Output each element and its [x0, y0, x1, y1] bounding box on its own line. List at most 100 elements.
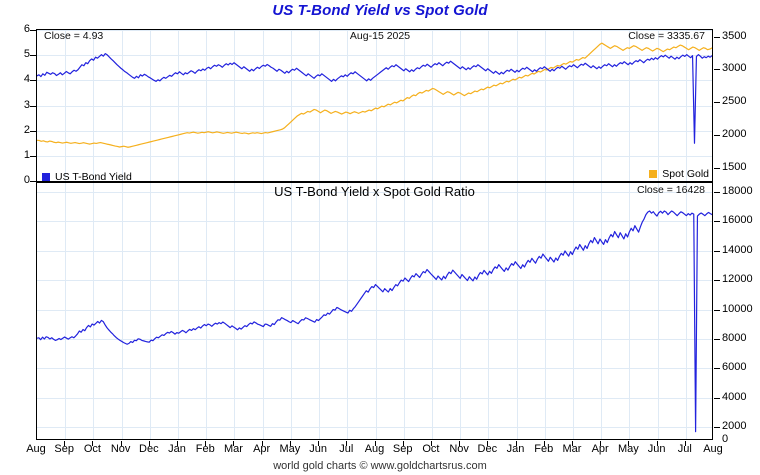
x-axis-tick-22-jun: Jun: [647, 443, 666, 455]
footer-credit: world gold charts © www.goldchartsrus.co…: [273, 460, 487, 472]
upper-right-tickmark-1500: [714, 168, 720, 169]
lower-right-axis-tick-16000: 16000: [722, 214, 753, 227]
lower-right-axis-tick-14000: 14000: [722, 243, 753, 256]
x-axis-tickmark-13: [403, 441, 404, 446]
upper-chart-panel: [36, 29, 713, 182]
lower-chart-plot: [37, 183, 712, 439]
x-axis-tick-24-aug: Aug: [703, 443, 723, 455]
upper-left-axis-tick-5: 5: [23, 48, 30, 61]
upper-right-axis-tick-2500: 2500: [722, 95, 747, 108]
upper-left-tickmark-5: [30, 55, 36, 56]
x-axis-tick-16-dec: Dec: [477, 443, 498, 455]
lower-chart-panel: [36, 182, 713, 440]
upper-left-axis-tick-1: 1: [23, 148, 30, 161]
x-axis-tick-4-dec: Dec: [139, 443, 159, 455]
lower-right-tickmark-10000: [714, 310, 720, 311]
upper-left-tickmark-6: [30, 30, 36, 31]
x-axis-tickmark-5: [177, 441, 178, 446]
lower-right-tickmark-4000: [714, 398, 720, 399]
lower-chart-title: US T-Bond Yield x Spot Gold Ratio: [274, 184, 475, 199]
upper-left-tickmark-1: [30, 156, 36, 157]
x-axis-tick-12-aug: Aug: [364, 443, 385, 455]
lower-right-axis-tick-8000: 8000: [722, 331, 747, 344]
lower-close-ratio-annotation: Close = 16428: [636, 184, 705, 196]
upper-right-tickmark-3000: [714, 69, 720, 70]
x-axis-tick-8-apr: Apr: [253, 443, 271, 455]
upper-left-tickmark-0: [30, 181, 36, 182]
x-axis-tickmark-7: [233, 441, 234, 446]
x-axis-tickmark-16: [487, 441, 488, 446]
upper-left-axis-tick-6: 6: [23, 23, 30, 35]
lower-right-tickmark-18000: [714, 192, 720, 193]
x-axis-tickmark-23: [685, 441, 686, 446]
x-axis-tickmark-11: [346, 441, 347, 446]
x-axis-tick-13-sep: Sep: [392, 443, 413, 455]
upper-right-tickmark-2000: [714, 135, 720, 136]
legend-swatch-icon-yield: [42, 173, 50, 181]
x-axis-tick-2-oct: Oct: [83, 443, 101, 455]
upper-right-tickmark-3500: [714, 37, 720, 38]
date-stamp: Aug-15 2025: [349, 30, 411, 42]
x-axis-tick-21-may: May: [617, 443, 639, 455]
x-axis-tickmark-9: [290, 441, 291, 446]
legend-label-gold: Spot Gold: [662, 168, 709, 180]
upper-left-axis-tick-2: 2: [23, 123, 30, 136]
x-axis-tickmark-4: [149, 441, 150, 446]
upper-close-gold-annotation: Close = 3335.67: [628, 30, 705, 42]
x-axis-tick-6-feb: Feb: [195, 443, 215, 455]
lower-right-axis-tick-0: 0: [722, 433, 729, 445]
upper-right-tickmark-2500: [714, 102, 720, 103]
x-axis-tickmark-14: [431, 441, 432, 446]
x-axis-tick-0-aug: Aug: [26, 443, 46, 455]
page-title: US T-Bond Yield vs Spot Gold: [272, 2, 488, 19]
x-axis-tickmark-15: [459, 441, 460, 446]
x-axis-tickmark-21: [628, 441, 629, 446]
lower-right-axis-tick-10000: 10000: [722, 302, 753, 315]
upper-right-axis-tick-3500: 3500: [722, 29, 747, 42]
legend-us-tbond-yield: US T-Bond Yield: [42, 171, 132, 183]
x-axis-tick-1-sep: Sep: [54, 443, 74, 455]
x-axis-tick-18-feb: Feb: [534, 443, 554, 455]
lower-right-tickmark-8000: [714, 339, 720, 340]
lower-right-axis-tick-12000: 12000: [722, 273, 753, 286]
x-axis-tick-7-mar: Mar: [223, 443, 243, 455]
x-axis-tick-19-mar: Mar: [562, 443, 582, 455]
x-axis-tick-3-nov: Nov: [110, 443, 131, 455]
legend-label-yield: US T-Bond Yield: [55, 171, 132, 183]
upper-left-axis-tick-0: 0: [23, 174, 30, 186]
x-axis-tick-10-jun: Jun: [309, 443, 327, 455]
x-axis-tick-11-jul: Jul: [339, 443, 354, 455]
lower-right-axis-tick-6000: 6000: [722, 361, 747, 374]
x-axis-tick-17-jan: Jan: [506, 443, 525, 455]
upper-right-axis-tick-1500: 1500: [722, 160, 747, 173]
x-axis-tickmark-8: [262, 441, 263, 446]
x-axis-tickmark-20: [600, 441, 601, 446]
legend-spot-gold: Spot Gold: [0, 168, 709, 180]
lower-right-tickmark-6000: [714, 368, 720, 369]
x-axis-tickmark-19: [572, 441, 573, 446]
upper-right-axis-tick-3000: 3000: [722, 62, 747, 75]
upper-left-tickmark-2: [30, 131, 36, 132]
x-axis-tickmark-22: [657, 441, 658, 446]
upper-left-tickmark-4: [30, 80, 36, 81]
upper-left-tickmark-3: [30, 106, 36, 107]
upper-right-axis-tick-2000: 2000: [722, 128, 747, 141]
x-axis-tickmark-3: [121, 441, 122, 446]
x-axis-tick-5-jan: Jan: [168, 443, 186, 455]
lower-right-axis-tick-4000: 4000: [722, 390, 747, 403]
lower-right-tickmark-12000: [714, 280, 720, 281]
x-axis-tickmark-1: [64, 441, 65, 446]
x-axis-tickmark-6: [205, 441, 206, 446]
lower-right-tickmark-14000: [714, 251, 720, 252]
x-axis-tickmark-12: [375, 441, 376, 446]
x-axis-tick-9-may: May: [279, 443, 301, 455]
x-axis-tick-23-jul: Jul: [677, 443, 692, 455]
x-axis-tickmark-18: [544, 441, 545, 446]
x-axis-tickmark-17: [516, 441, 517, 446]
lower-right-axis-tick-18000: 18000: [722, 184, 753, 197]
lower-right-tickmark-16000: [714, 221, 720, 222]
lower-right-tickmark-2000: [714, 427, 720, 428]
lower-right-axis-tick-2000: 2000: [722, 420, 747, 433]
x-axis-tick-20-apr: Apr: [591, 443, 609, 455]
